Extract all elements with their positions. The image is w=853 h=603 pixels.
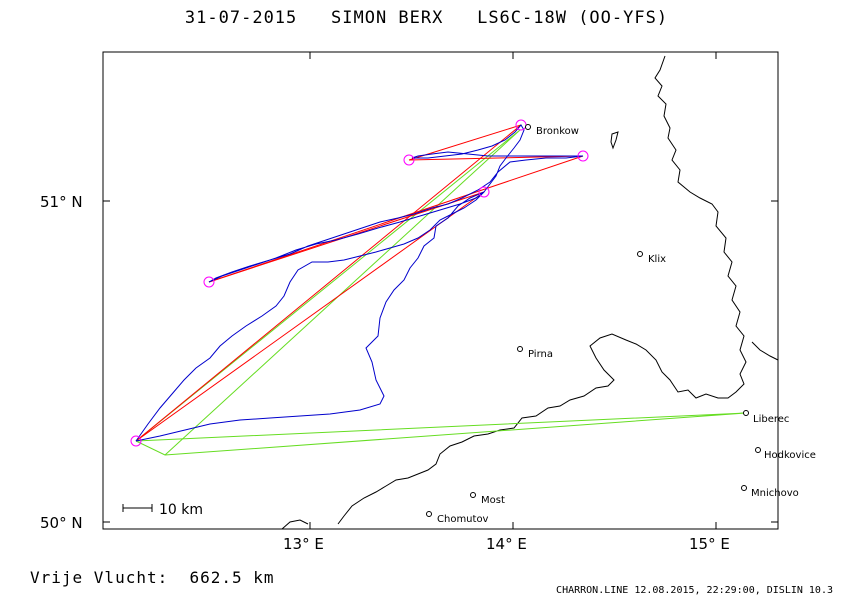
lon-label-13: 13° E (283, 535, 324, 553)
marker-klix (637, 251, 643, 257)
turnpoints (130, 119, 589, 447)
axis-ticks (103, 52, 778, 529)
place-label-klix: Klix (648, 254, 666, 265)
place-label-hodkovice: Hodkovice (764, 450, 816, 461)
marker-hodkovice (755, 447, 761, 453)
country-border (337, 55, 747, 525)
task-line-green (135, 412, 747, 456)
place-label-bronkow: Bronkow (536, 126, 579, 137)
border-fragment (281, 519, 309, 530)
lat-label-51: 51° N (40, 193, 83, 211)
distance-value: 662.5 km (189, 568, 275, 587)
map-title: 31-07-2015 SIMON BERX LS6C-18W (OO-YFS) (0, 8, 853, 28)
flight-date: 31-07-2015 (184, 8, 298, 28)
place-label-pirna: Pirna (528, 349, 553, 360)
map-frame (102, 51, 779, 530)
lon-label-15: 15° E (689, 535, 730, 553)
place-label-liberec: Liberec (753, 414, 789, 425)
glider-id: LS6C-18W (OO-YFS) (477, 8, 669, 28)
marker-chomutov (426, 511, 432, 517)
lat-label-50: 50° N (40, 514, 83, 532)
border-east (751, 341, 779, 361)
task-lines-red (135, 124, 584, 442)
place-label-most: Most (481, 495, 505, 506)
marker-mnichovo (741, 485, 747, 491)
task-line-green-north (135, 129, 521, 456)
lon-label-14: 14° E (486, 535, 527, 553)
scale-bar (122, 504, 153, 512)
marker-most (470, 492, 476, 498)
place-markers (426, 124, 761, 517)
turnpoint-3 (577, 150, 589, 162)
turnpoint-2 (403, 154, 415, 166)
pilot-name: SIMON BERX (331, 8, 444, 28)
turnpoint-4 (478, 186, 490, 198)
marker-liberec (743, 410, 749, 416)
lake-outline (610, 131, 619, 150)
marker-bronkow (525, 124, 531, 130)
place-label-mnichovo: Mnichovo (751, 488, 799, 499)
turnpoint-start (130, 435, 142, 447)
flight-track (135, 124, 584, 442)
distance-label: Vrije Vlucht: (30, 568, 169, 587)
scale-bar-label: 10 km (159, 502, 203, 518)
turnpoint-5 (203, 276, 215, 288)
marker-pirna (517, 346, 523, 352)
distance-summary: Vrije Vlucht: 662.5 km (30, 568, 275, 587)
credit-line: CHARRON.LINE 12.08.2015, 22:29:00, DISLI… (556, 585, 833, 596)
place-label-chomutov: Chomutov (437, 514, 489, 525)
